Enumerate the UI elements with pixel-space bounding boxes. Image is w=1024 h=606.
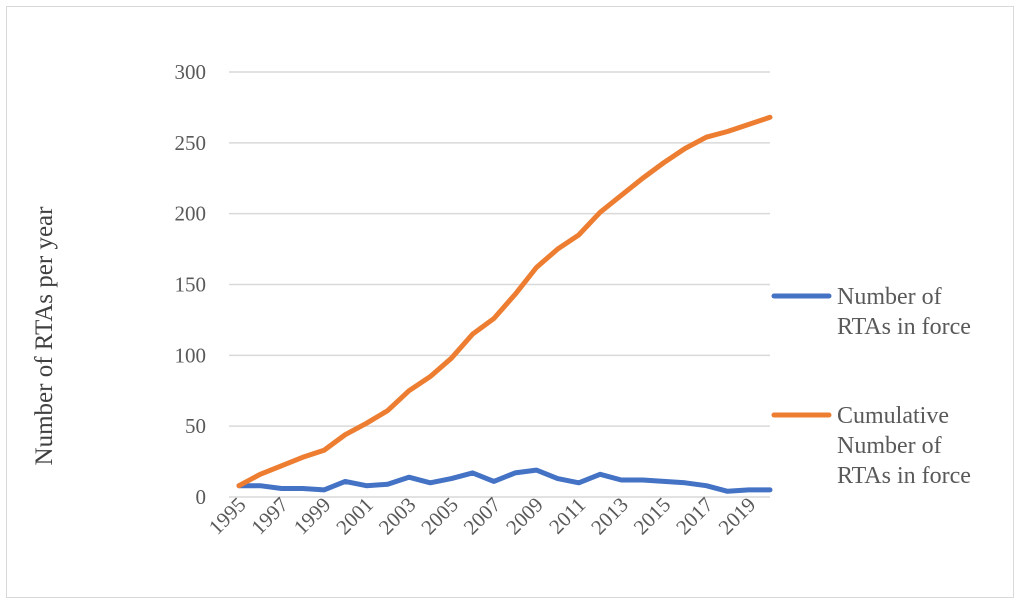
y-tick-label: 50 xyxy=(185,414,206,438)
x-tick-label: 2015 xyxy=(629,493,676,540)
y-axis-label: Number of RTAs per year xyxy=(31,206,58,466)
x-tick-label: 1999 xyxy=(289,493,336,540)
series-line-2 xyxy=(236,114,773,489)
x-tick-label: 2011 xyxy=(544,493,590,539)
y-axis-ticks: 0 50 100 150 200 250 300 xyxy=(175,60,207,509)
legend-label: Number of xyxy=(837,284,942,310)
legend-item-2: Cumulative Number of RTAs in force xyxy=(771,403,971,489)
legend-item-1: Number of RTAs in force xyxy=(771,284,971,340)
y-tick-label: 200 xyxy=(175,202,207,226)
legend-label: Number of xyxy=(837,433,942,459)
series-lines xyxy=(236,114,773,494)
gridlines xyxy=(229,71,770,498)
x-tick-label: 2001 xyxy=(331,493,378,540)
x-tick-label: 2017 xyxy=(671,493,718,540)
legend-label: RTAs in force xyxy=(837,463,971,489)
y-tick-label: 0 xyxy=(196,485,207,509)
x-tick-label: 2003 xyxy=(374,493,421,540)
x-tick-label: 2009 xyxy=(501,493,548,540)
y-tick-label: 300 xyxy=(175,60,207,84)
legend-label: Cumulative xyxy=(837,403,949,429)
legend-label: RTAs in force xyxy=(837,314,971,340)
x-tick-label: 2013 xyxy=(586,493,633,540)
y-tick-label: 250 xyxy=(175,131,207,155)
x-axis-ticks: 1995199719992001200320052007200920112013… xyxy=(204,493,760,540)
x-tick-label: 1997 xyxy=(246,493,293,540)
x-tick-label: 2019 xyxy=(714,493,761,540)
x-tick-label: 1995 xyxy=(204,493,251,540)
series-line-1 xyxy=(236,467,773,494)
legend: Number of RTAs in force Cumulative Number o… xyxy=(771,284,971,489)
y-tick-label: 150 xyxy=(175,273,207,297)
x-tick-label: 2005 xyxy=(416,493,463,540)
y-tick-label: 100 xyxy=(175,343,207,367)
x-tick-label: 2007 xyxy=(459,493,506,540)
